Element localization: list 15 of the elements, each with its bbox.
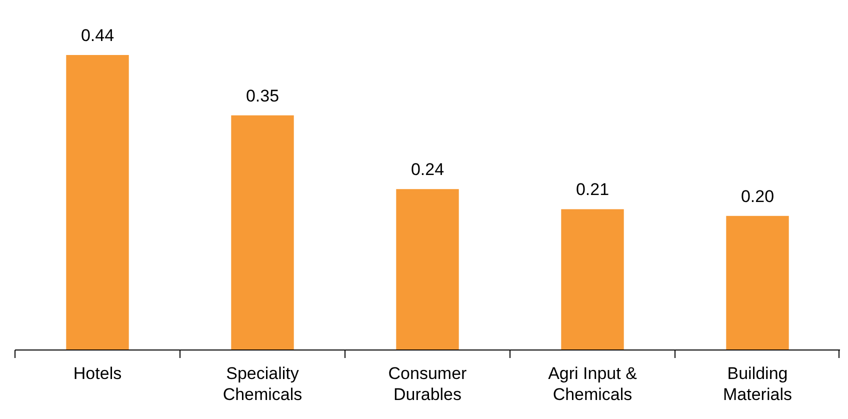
x-tick-label: Building Materials	[723, 364, 792, 404]
bar	[726, 216, 789, 350]
data-label: 0.44	[80, 26, 114, 45]
data-label: 0.24	[410, 160, 444, 180]
x-tick-label: Hotels	[73, 364, 122, 383]
bar	[231, 115, 294, 350]
bar	[66, 55, 129, 350]
data-label: 0.35	[246, 86, 280, 106]
data-label: 0.20	[740, 186, 774, 206]
bar	[561, 209, 624, 350]
x-tick-label: Agri Input & Chemicals	[548, 364, 638, 404]
bar	[396, 189, 459, 350]
x-tick-label: Speciality Chemicals	[222, 364, 302, 404]
x-tick-label: Consumer Durables	[388, 364, 468, 404]
data-label: 0.21	[576, 180, 610, 200]
